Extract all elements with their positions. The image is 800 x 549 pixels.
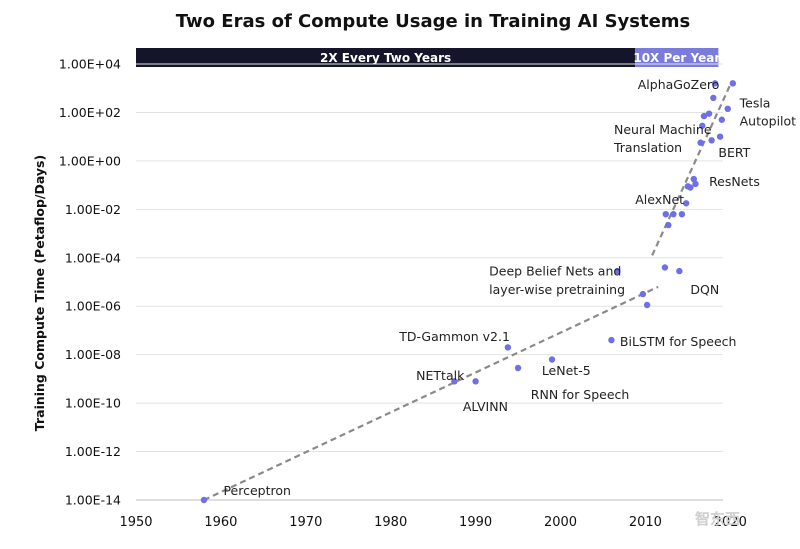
y-tick-label: 1.00E-06 [65, 299, 121, 314]
annotation-label: AlexNet [635, 192, 684, 207]
y-tick-label: 1.00E+04 [59, 57, 121, 72]
y-tick-label: 1.00E-10 [65, 396, 121, 411]
x-tick-label: 1950 [119, 515, 152, 530]
annotation-label: Translation [613, 140, 682, 155]
trend-line-1 [651, 80, 733, 256]
annotation-label: DQN [690, 282, 719, 297]
data-point [451, 378, 458, 385]
y-tick-label: 1.00E-14 [65, 493, 121, 508]
data-point [700, 112, 708, 120]
watermark: 智东西 [695, 510, 740, 528]
data-point [682, 200, 690, 207]
data-point [504, 344, 512, 351]
annotation-label: Neural Machine [614, 122, 712, 137]
data-point [718, 116, 726, 123]
data-point [692, 180, 699, 188]
x-tick-label: 1980 [374, 515, 407, 530]
annotation-label: BiLSTM for Speech [620, 334, 737, 349]
y-tick-label: 1.00E+02 [59, 105, 121, 120]
data-point [662, 210, 669, 218]
data-point [690, 175, 697, 183]
data-point [670, 210, 677, 218]
x-tick-label: 2000 [544, 515, 577, 530]
x-tick-label: 2010 [629, 515, 662, 530]
x-tick-label: 1990 [459, 515, 492, 530]
data-point [710, 94, 717, 102]
x-tick-label: 2020 [714, 515, 747, 530]
data-point [678, 210, 686, 218]
annotation-label: RNN for Speech [531, 387, 630, 402]
data-point [665, 221, 672, 229]
era-banner: 2X Every Two Years 10X Per Year [136, 48, 720, 67]
x-tick-label: 1970 [289, 515, 322, 530]
data-point [639, 290, 647, 298]
annotation-label: Tesla [739, 95, 771, 110]
annotation-label: LeNet-5 [542, 363, 591, 378]
era-band-1 [635, 48, 719, 67]
annotation-label: BERT [718, 145, 750, 160]
trend-line-0 [203, 285, 659, 501]
data-point [711, 80, 719, 87]
annotation-label: Autopilot [740, 113, 797, 128]
data-point [614, 267, 621, 275]
data-point [661, 264, 669, 271]
data-point [708, 137, 715, 144]
data-point [724, 105, 731, 113]
y-axis-ticks: 1.00E+04 1.00E+02 1.00E+00 1.00E-02 1.00E-04… [59, 57, 121, 508]
annotation-label: AlphaGoZero [638, 77, 720, 92]
data-point [200, 496, 208, 504]
y-axis-label: Training Compute Time (Petaflop/Days) [32, 155, 47, 431]
era-label-1: 10X Per Year [633, 51, 720, 65]
era-band-0 [136, 48, 636, 67]
annotation-label: Deep Belief Nets and [489, 264, 621, 279]
data-point [643, 301, 651, 309]
annotation-label: NETtalk [416, 368, 465, 383]
data-point [705, 110, 713, 117]
annotation-label: layer-wise pretraining [489, 282, 625, 297]
y-tick-label: 1.00E-04 [65, 250, 121, 265]
data-point [676, 267, 683, 275]
data-point [514, 364, 522, 372]
chart-title: Two Eras of Compute Usage in Training AI… [176, 11, 691, 32]
data-point [729, 80, 737, 87]
data-point [687, 184, 694, 191]
annotation-label: ALVINN [463, 399, 508, 414]
y-tick-label: 1.00E-08 [65, 347, 121, 362]
x-tick-label: 1960 [204, 515, 237, 530]
data-point [548, 356, 556, 363]
y-tick-label: 1.00E-12 [65, 444, 121, 459]
annotation-label: ResNets [709, 174, 760, 189]
annotation-label: TD-Gammon v2.1 [398, 329, 510, 344]
data-point [608, 336, 615, 344]
y-tick-label: 1.00E-02 [65, 202, 121, 217]
data-point [699, 122, 706, 129]
data-point [716, 133, 724, 140]
data-point [472, 378, 479, 385]
annotations: Perceptron NETtalk ALVINN TD-Gammon v2.1 LeN… [223, 77, 796, 498]
data-point [697, 139, 704, 146]
x-axis-ticks: 1950 1960 1970 1980 1990 2000 2010 2020 [119, 499, 747, 530]
y-tick-label: 1.00E+00 [59, 153, 121, 168]
annotation-label: Perceptron [223, 483, 290, 498]
era-label-0: 2X Every Two Years [320, 51, 451, 65]
data-points [200, 80, 737, 504]
